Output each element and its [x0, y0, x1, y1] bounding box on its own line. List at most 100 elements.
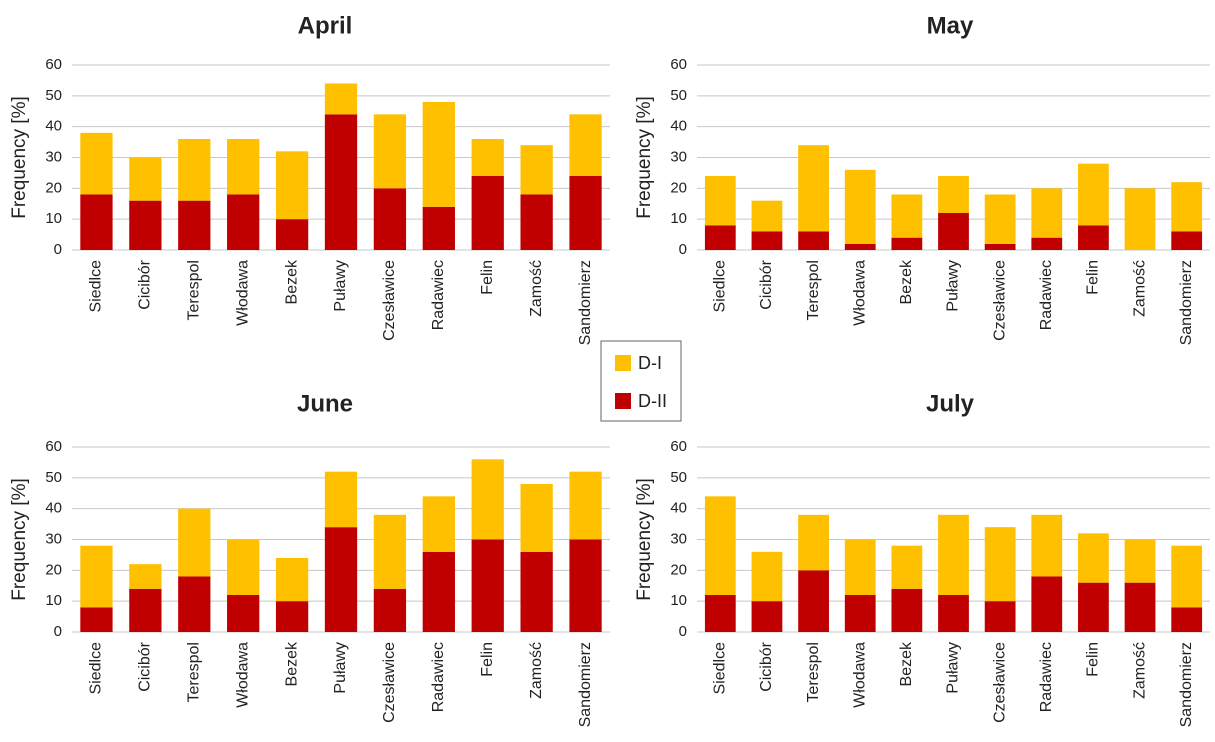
bar-segment — [178, 576, 211, 632]
bar-segment — [938, 213, 969, 250]
x-tick-label: Siedlce — [88, 642, 105, 695]
x-tick-label: Bezek — [283, 259, 300, 304]
bar-segment — [798, 145, 829, 232]
y-tick-label: 60 — [670, 438, 687, 455]
bar-segment — [422, 496, 455, 552]
bar-segment — [373, 588, 407, 632]
bar-segment — [704, 225, 736, 250]
x-tick-label: Terespol — [805, 642, 822, 702]
x-tick-label: Radawiec — [1038, 642, 1055, 712]
x-tick-label: Terespol — [805, 260, 822, 320]
y-tick-label: 10 — [45, 210, 62, 227]
y-tick-label: 20 — [670, 179, 687, 196]
x-tick-label: Czesławice — [991, 260, 1008, 341]
bar-segment — [1124, 539, 1156, 583]
bar-segment — [80, 194, 113, 250]
bar-segment — [422, 551, 455, 632]
bar-segment — [129, 157, 162, 201]
bar-segment — [984, 601, 1016, 632]
y-tick-label: 10 — [45, 592, 62, 609]
bar-segment — [1078, 163, 1109, 226]
bar-segment — [324, 114, 358, 250]
y-tick-label: 20 — [45, 179, 62, 196]
y-tick-label: 0 — [54, 623, 62, 640]
chart-title: June — [297, 390, 353, 417]
x-tick-label: Radawiec — [430, 260, 447, 330]
x-tick-label: Czesławice — [381, 260, 398, 341]
x-tick-label: Cicibór — [758, 259, 775, 309]
bar-segment — [569, 539, 602, 632]
x-tick-label: Cicibór — [137, 641, 154, 691]
y-tick-label: 40 — [670, 118, 687, 135]
bar-segment — [1171, 231, 1203, 250]
bar-segment — [844, 169, 876, 244]
bar-segment — [938, 595, 969, 632]
y-tick-label: 60 — [670, 56, 687, 73]
bar-segment — [80, 545, 113, 608]
bar-segment — [798, 570, 829, 632]
bar-segment — [324, 83, 358, 115]
chart-title: May — [927, 12, 974, 39]
legend-box — [600, 340, 682, 422]
y-tick-label: 20 — [670, 561, 687, 578]
bar-segment — [227, 139, 260, 195]
bar-segment — [80, 607, 113, 632]
bar-segment — [178, 139, 211, 201]
x-tick-label: Felin — [1085, 642, 1102, 677]
y-tick-label: 0 — [54, 241, 62, 258]
bar-segment — [1031, 237, 1063, 250]
y-tick-label: 10 — [670, 210, 687, 227]
legend-label: D-II — [638, 391, 667, 411]
x-tick-label: Zamość — [528, 260, 545, 317]
x-tick-label: Puławy — [332, 260, 349, 312]
bar-segment — [520, 484, 553, 552]
bar-segment — [275, 151, 309, 220]
bar-segment — [471, 176, 504, 250]
bar-segment — [569, 114, 602, 176]
x-tick-label: Puławy — [332, 642, 349, 694]
bar-segment — [891, 588, 923, 632]
bar-segment — [422, 206, 455, 250]
bar-segment — [227, 539, 260, 595]
bar-segment — [471, 539, 504, 632]
bar-segment — [938, 176, 969, 213]
legend-label: D-I — [638, 353, 662, 373]
x-tick-label: Czesławice — [991, 642, 1008, 723]
x-tick-label: Włodawa — [234, 642, 251, 708]
bar-segment — [373, 188, 407, 250]
x-tick-label: Felin — [479, 642, 496, 677]
bar-segment — [1124, 188, 1156, 250]
bar-segment — [1171, 607, 1203, 632]
bar-segment — [704, 595, 736, 632]
y-tick-label: 0 — [679, 241, 687, 258]
y-axis-label: Frequency [%] — [9, 478, 30, 601]
legend-swatch — [615, 355, 631, 371]
x-tick-label: Radawiec — [430, 642, 447, 712]
x-tick-label: Puławy — [945, 642, 962, 694]
bar-segment — [891, 545, 923, 589]
x-tick-label: Włodawa — [851, 642, 868, 708]
y-axis-label: Frequency [%] — [9, 96, 30, 219]
bar-segment — [129, 564, 162, 589]
bar-segment — [751, 231, 783, 250]
y-tick-label: 40 — [670, 500, 687, 517]
bar-segment — [844, 595, 876, 632]
y-tick-label: 40 — [45, 500, 62, 517]
x-tick-label: Terespol — [185, 260, 202, 320]
y-axis-label: Frequency [%] — [634, 96, 655, 219]
bar-segment — [129, 588, 162, 632]
x-tick-label: Cicibór — [137, 259, 154, 309]
x-tick-label: Siedlce — [712, 642, 729, 695]
bar-segment — [422, 102, 455, 207]
bar-segment — [275, 601, 309, 632]
x-tick-label: Zamość — [1131, 642, 1148, 699]
x-tick-label: Felin — [479, 260, 496, 295]
bar-segment — [520, 145, 553, 195]
y-tick-label: 30 — [45, 530, 62, 547]
bar-segment — [1171, 182, 1203, 232]
y-tick-label: 30 — [670, 530, 687, 547]
x-tick-label: Czesławice — [381, 642, 398, 723]
chart-title: April — [298, 12, 353, 39]
bar-segment — [891, 194, 923, 238]
bar-segment — [227, 595, 260, 632]
